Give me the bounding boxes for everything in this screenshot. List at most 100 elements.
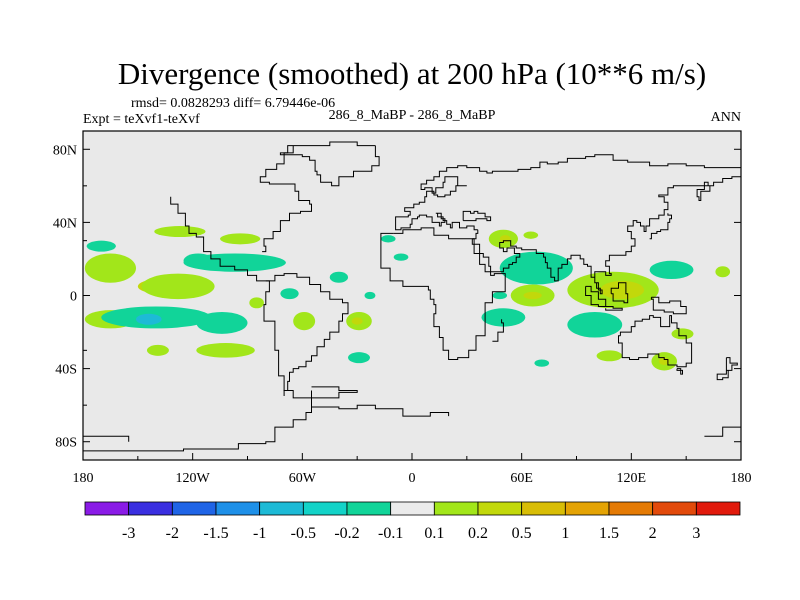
contour-region-17 bbox=[293, 311, 316, 331]
x-tick-label-3: 0 bbox=[409, 471, 416, 486]
contour-region-2 bbox=[141, 273, 215, 300]
y-tick-label-2: 0 bbox=[70, 290, 77, 305]
contour-region-40 bbox=[534, 359, 550, 367]
coastline-11 bbox=[649, 213, 672, 240]
contour-region-4 bbox=[183, 253, 213, 269]
y-axis: 80N 40N 0 40S 80S bbox=[53, 143, 741, 451]
contour-region-10 bbox=[136, 313, 162, 325]
coastline-1 bbox=[265, 273, 349, 396]
colorbar-label-3: -1 bbox=[253, 525, 266, 542]
colorbar-swatch-0 bbox=[84, 501, 130, 516]
coastline-10 bbox=[472, 174, 741, 295]
contour-region-15 bbox=[280, 288, 299, 300]
contour-region-5 bbox=[220, 233, 261, 245]
colorbar-swatch-8 bbox=[433, 501, 479, 516]
colorbar-swatch-4 bbox=[259, 501, 304, 516]
left-label: Expt = teXvf1-teXvf bbox=[83, 112, 200, 127]
colorbar-swatch-12 bbox=[608, 501, 654, 516]
right-label: ANN bbox=[711, 110, 741, 125]
x-tick-label-5: 120E bbox=[617, 471, 647, 486]
colorbar-swatch-14 bbox=[695, 501, 741, 516]
coastline-21 bbox=[279, 141, 380, 187]
coastline-4 bbox=[311, 386, 358, 399]
coastline-7 bbox=[492, 319, 504, 342]
colorbar-label-10: 1 bbox=[561, 525, 569, 542]
coastline-20 bbox=[704, 426, 741, 437]
colorbar-label-8: 0.2 bbox=[468, 525, 488, 542]
contour-region-20 bbox=[348, 352, 370, 364]
contour-region-34 bbox=[481, 308, 526, 327]
colorbar-swatch-2 bbox=[171, 501, 217, 516]
stats-label: rmsd= 0.0828293 diff= 6.79446e-06 bbox=[131, 96, 335, 111]
coastline-18 bbox=[650, 296, 687, 315]
x-tick-label-4: 60E bbox=[510, 471, 533, 486]
coastline-17 bbox=[610, 282, 629, 304]
contour-region-26 bbox=[499, 251, 573, 285]
coastline-13 bbox=[676, 368, 683, 375]
contour-region-32 bbox=[649, 260, 694, 280]
contour-region-21 bbox=[364, 291, 376, 300]
contour-region-38 bbox=[671, 328, 694, 340]
contour-region-41 bbox=[523, 231, 539, 239]
contour-region-12 bbox=[196, 343, 255, 358]
coastline-3 bbox=[311, 404, 450, 417]
coastline-2 bbox=[259, 145, 312, 253]
chart-title: Divergence (smoothed) at 200 hPa (10**6 … bbox=[118, 56, 706, 91]
x-axis: 180 120W 60W 0 60E 120E 180 bbox=[73, 453, 752, 486]
y-tick-label-4: 80S bbox=[55, 436, 77, 451]
colorbar-label-13: 3 bbox=[692, 525, 700, 542]
contour-region-6 bbox=[154, 226, 206, 238]
contour-region-23 bbox=[393, 253, 409, 261]
coastline-0 bbox=[83, 196, 312, 452]
contour-region-39 bbox=[715, 266, 731, 278]
coastline-5 bbox=[393, 227, 479, 240]
contour-region-19 bbox=[351, 317, 363, 325]
coastline-16 bbox=[603, 306, 623, 311]
contour-region-25 bbox=[499, 235, 511, 243]
colorbar-swatch-6 bbox=[346, 501, 392, 516]
colorbar-label-0: -3 bbox=[122, 525, 135, 542]
colorbar-swatch-9 bbox=[477, 501, 523, 516]
center-label: 286_8_MaBP - 286_8_MaBP bbox=[329, 108, 496, 123]
contour-region-28 bbox=[523, 291, 542, 300]
coastline-9 bbox=[395, 154, 741, 231]
contour-region-13 bbox=[146, 344, 169, 356]
coastline-12 bbox=[618, 315, 693, 368]
contour-region-22 bbox=[380, 235, 396, 243]
colorbar-label-6: -0.1 bbox=[378, 525, 403, 542]
colorbar-label-1: -2 bbox=[166, 525, 179, 542]
contour-region-29 bbox=[492, 291, 508, 300]
colorbar-swatch-11 bbox=[564, 501, 610, 516]
divergence-regions bbox=[84, 226, 731, 371]
y-tick-label-0: 80N bbox=[53, 143, 77, 158]
coastlines bbox=[83, 141, 741, 452]
contour-region-16 bbox=[329, 271, 349, 283]
x-tick-label-0: 180 bbox=[73, 471, 94, 486]
coastline-19 bbox=[83, 435, 130, 442]
contour-region-14 bbox=[249, 297, 264, 309]
x-tick-label-6: 180 bbox=[731, 471, 752, 486]
colorbar-swatch-13 bbox=[652, 501, 697, 516]
coastline-8 bbox=[462, 210, 492, 222]
contour-region-7 bbox=[86, 240, 116, 252]
colorbar-swatch-3 bbox=[215, 501, 261, 516]
colorbar: -3 -2 -1.5 -1 -0.5 -0.2 -0.1 0.1 0.2 0.5 1 1.5 2 3 bbox=[84, 501, 741, 542]
contour-region-11 bbox=[196, 311, 248, 334]
y-tick-label-3: 40S bbox=[55, 363, 77, 378]
colorbar-label-2: -1.5 bbox=[203, 525, 228, 542]
contour-region-35 bbox=[596, 350, 623, 362]
colorbar-swatch-10 bbox=[521, 501, 566, 516]
colorbar-label-4: -0.5 bbox=[291, 525, 316, 542]
colorbar-swatch-1 bbox=[128, 501, 173, 516]
colorbar-label-11: 1.5 bbox=[599, 525, 619, 542]
colorbar-swatch-7 bbox=[390, 501, 435, 516]
contour-region-0 bbox=[84, 253, 137, 283]
coastline-6 bbox=[380, 232, 506, 360]
x-tick-label-2: 60W bbox=[289, 471, 317, 486]
coastline-14 bbox=[716, 357, 738, 381]
contour-region-31 bbox=[600, 280, 645, 300]
x-tick-label-1: 120W bbox=[176, 471, 211, 486]
colorbar-swatch-5 bbox=[302, 501, 348, 516]
colorbar-label-12: 2 bbox=[649, 525, 657, 542]
